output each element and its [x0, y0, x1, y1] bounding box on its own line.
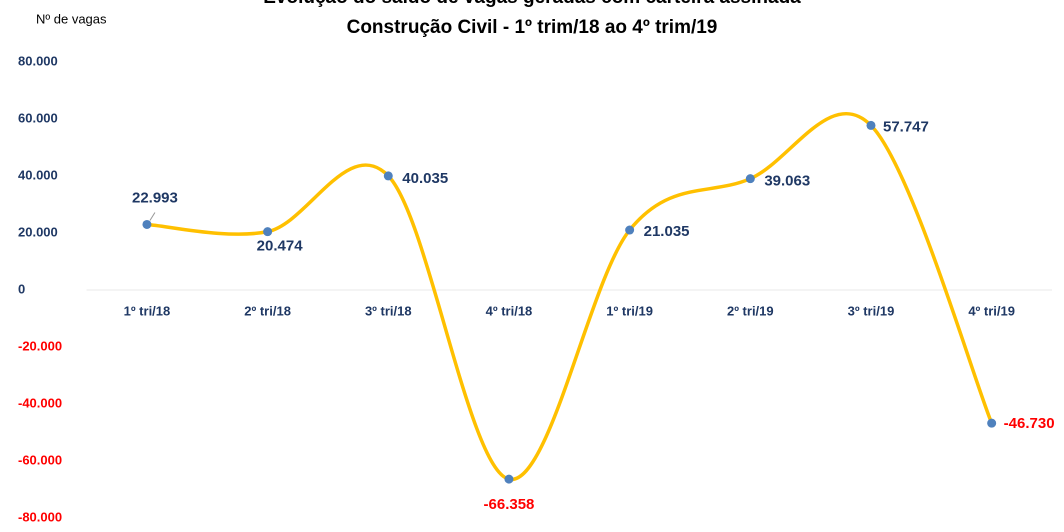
- marker: [987, 418, 997, 428]
- line: [146, 111, 994, 481]
- marker: [625, 225, 635, 235]
- marker: [142, 219, 152, 229]
- marker: [866, 120, 876, 130]
- y-tick-label: -40.000: [18, 395, 62, 410]
- y-tick-label: 80.000: [18, 53, 58, 68]
- x-tick-label: 3º tri/18: [365, 303, 412, 318]
- data-label: 21.035: [644, 223, 690, 240]
- x-tick-label: 1º tri/19: [606, 303, 653, 318]
- x-tick-label: 4º tri/18: [486, 303, 533, 318]
- marker: [745, 174, 755, 184]
- y-tick-label: 20.000: [18, 224, 58, 239]
- marker: [504, 474, 514, 484]
- y-tick-label: 60.000: [18, 110, 58, 125]
- y-axis-label: Nº de vagas: [36, 11, 107, 26]
- leader-line: [149, 212, 156, 221]
- x-tick-label: 1º tri/18: [124, 303, 171, 318]
- x-tick-label: 3º tri/19: [848, 303, 895, 318]
- y-tick-label: 40.000: [18, 167, 58, 182]
- x-tick-label: 2º tri/19: [727, 303, 774, 318]
- data-label: -46.730: [1004, 415, 1055, 432]
- data-label: 57.747: [883, 118, 929, 135]
- marker: [263, 227, 273, 237]
- y-tick-label: -80.000: [18, 509, 62, 524]
- y-tick-label: 0: [18, 281, 25, 296]
- x-tick-label: 2º tri/18: [244, 303, 291, 318]
- y-tick-label: -20.000: [18, 338, 62, 353]
- x-tick-label: 4º tri/19: [968, 303, 1015, 318]
- chart-title: Evolução do saldo de vagas geradas com c…: [263, 0, 801, 8]
- data-label: 40.035: [402, 170, 448, 187]
- marker: [383, 171, 393, 181]
- data-label: -66.358: [484, 496, 535, 513]
- data-label: 22.993: [132, 189, 178, 206]
- data-label: 20.474: [257, 238, 304, 255]
- chart-subtitle: Construção Civil - 1º trim/18 ao 4º trim…: [347, 17, 718, 38]
- y-tick-label: -60.000: [18, 452, 62, 467]
- data-label: 39.063: [764, 173, 810, 190]
